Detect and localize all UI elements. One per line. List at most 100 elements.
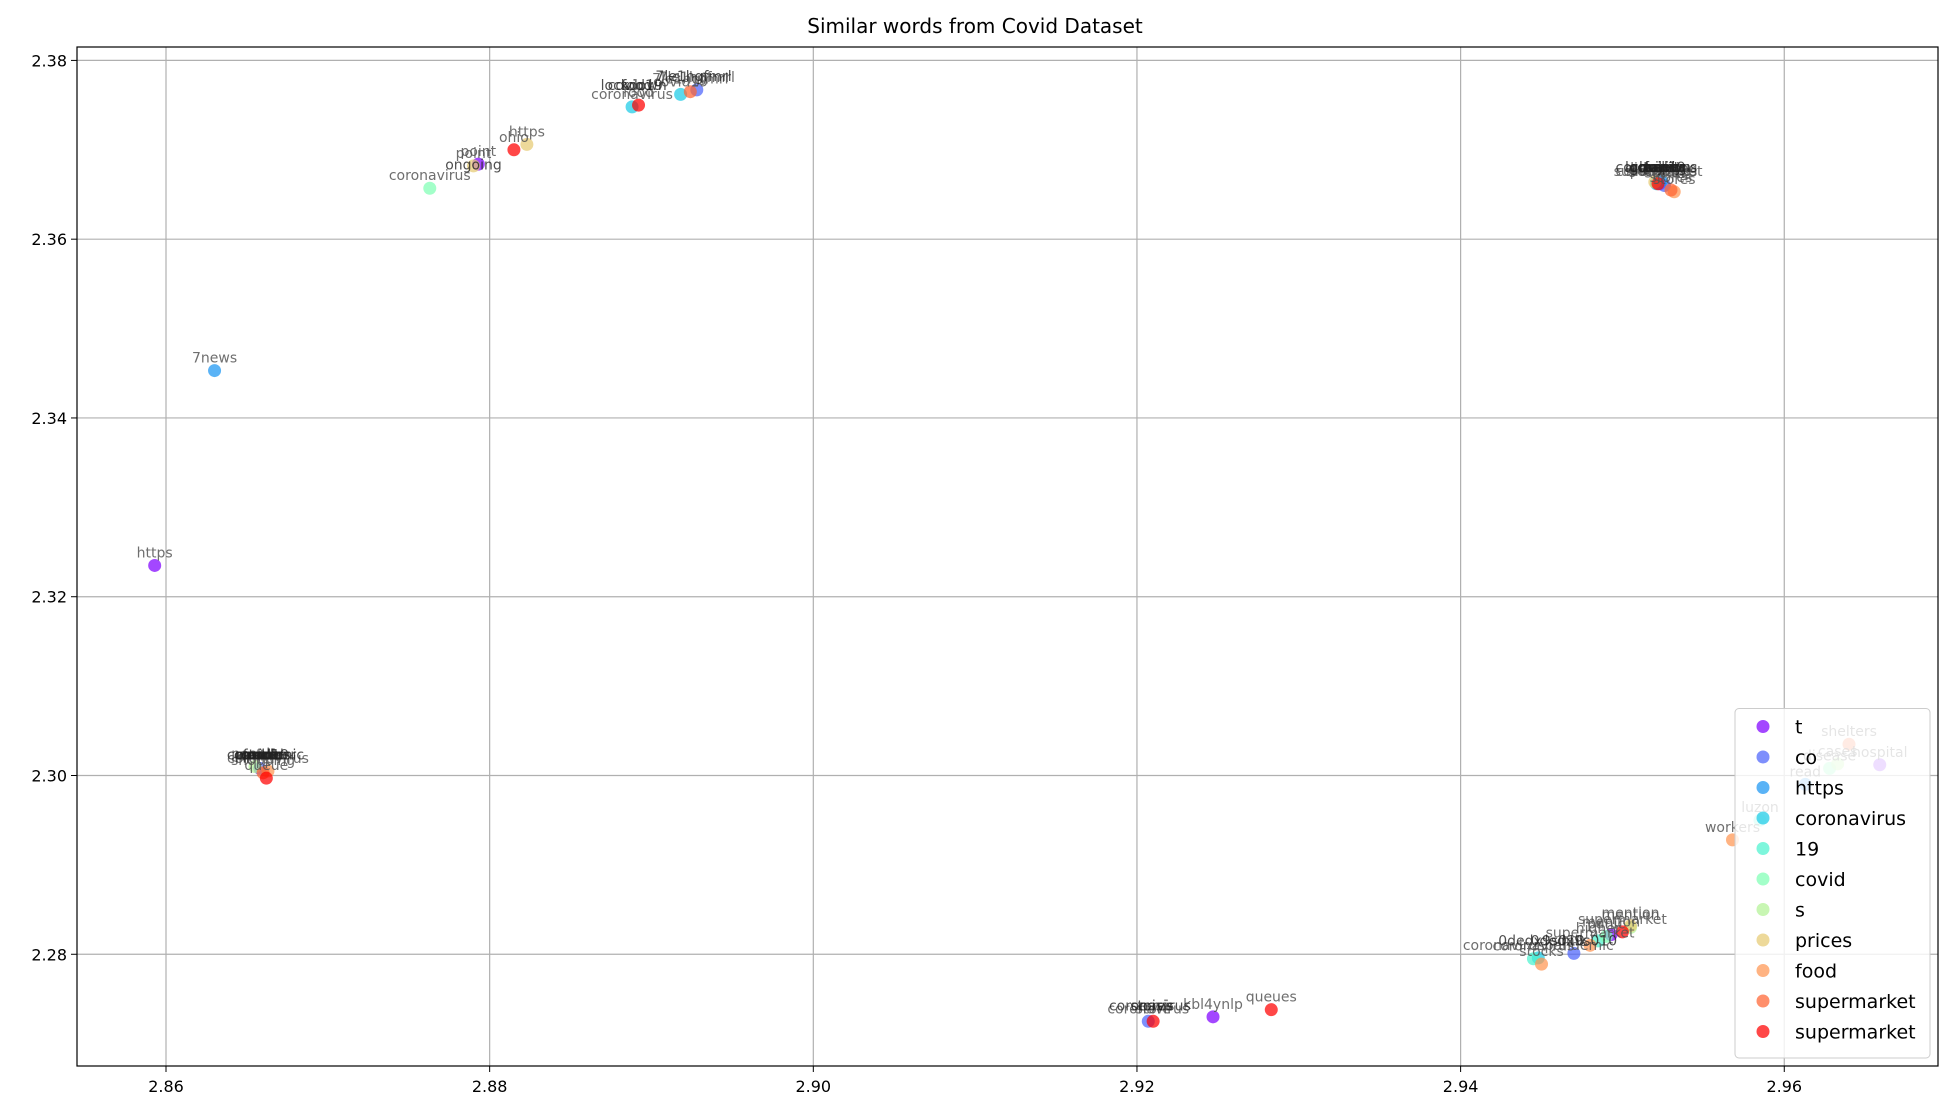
point-label: ongoing — [445, 158, 502, 174]
data-point — [1264, 1003, 1278, 1017]
legend: t co https coronavirus 19 covid s prices food sup… — [1734, 708, 1931, 1059]
legend-box — [1734, 708, 1931, 1059]
legend-label: supermarket — [1795, 1022, 1916, 1044]
point-label: store — [1135, 1001, 1170, 1017]
point-label: mention — [1602, 907, 1660, 923]
legend-marker — [1756, 933, 1770, 947]
data-point — [507, 143, 521, 157]
y-tick-label: 2.34 — [31, 409, 67, 428]
legend-label: food — [1795, 961, 1837, 983]
point-label: coronavirus — [1616, 160, 1698, 176]
point-label: coronavirus — [1493, 939, 1575, 955]
point-label: stock — [241, 747, 279, 763]
x-tick-label: 2.86 — [148, 1077, 184, 1096]
point-label: stores — [1650, 170, 1693, 186]
point-label: 7le1hgfmrl — [652, 72, 728, 88]
data-point — [1583, 938, 1597, 952]
legend-marker — [1756, 842, 1770, 855]
data-point — [1206, 1010, 1220, 1024]
point-label: paper — [1644, 160, 1685, 176]
legend-label: s — [1795, 900, 1805, 922]
point-label: ohio — [499, 130, 529, 146]
data-point — [208, 364, 222, 378]
y-tick-label: 2.28 — [31, 945, 67, 964]
data-point — [1567, 946, 1581, 960]
point-label: people — [231, 747, 278, 763]
point-label: panic — [1587, 916, 1625, 932]
legend-marker — [1756, 720, 1770, 733]
point-label: consumer — [227, 747, 297, 763]
point-label: price — [242, 747, 277, 763]
point-label: social — [1645, 166, 1685, 182]
plot-frame — [76, 46, 1939, 1067]
data-point — [1599, 929, 1613, 943]
point-label: coronavirus — [591, 87, 673, 103]
data-point — [1615, 925, 1629, 939]
point-label: coronavirus — [1109, 999, 1191, 1015]
point-label: supermarket — [1578, 912, 1667, 928]
chart-title: Similar words from Covid Dataset — [807, 14, 1143, 38]
data-point — [1535, 957, 1549, 971]
x-tick-label: 2.94 — [1443, 1077, 1479, 1096]
legend-label: co — [1795, 747, 1817, 769]
point-label: coronavirus — [1107, 1001, 1189, 1017]
point-label: toilet — [1643, 160, 1679, 176]
point-label: pandemic — [235, 747, 304, 763]
x-tick-label: 2.96 — [1766, 1077, 1802, 1096]
point-label: distancing — [1625, 161, 1697, 177]
labels-layer: httpspointkbl4ynlpmentionhospitalshoppin… — [137, 69, 1908, 1017]
point-label: https — [137, 545, 173, 561]
point-label: https — [509, 124, 545, 140]
point-label: stocks — [1519, 944, 1563, 960]
point-label: panic — [1642, 160, 1680, 176]
point-label: food — [623, 85, 654, 101]
x-tick-label: 2.92 — [1119, 1077, 1155, 1096]
point-label: coronaviruspandemic — [1463, 938, 1614, 954]
legend-label: 19 — [1795, 839, 1819, 861]
ticks-layer: 2.86 2.88 2.90 2.92 2.94 2.96 2.28 2.30 2.32 2.34… — [31, 51, 1802, 1096]
point-label: grocery — [1630, 160, 1683, 176]
y-tick-label: 2.36 — [31, 230, 67, 249]
data-point — [1651, 177, 1665, 191]
legend-label: t — [1795, 717, 1802, 739]
point-label: crisis — [1138, 999, 1174, 1015]
point-label: food — [243, 747, 274, 763]
point-label: stores — [1653, 172, 1696, 188]
point-label: 7le1hgfmrl — [655, 69, 731, 85]
point-label: lockdown — [601, 78, 667, 94]
point-label: mention — [1582, 915, 1640, 931]
y-tick-label: 2.32 — [31, 588, 67, 607]
legend-label: https — [1795, 778, 1844, 800]
point-label: more — [247, 747, 283, 763]
legend-marker — [1756, 994, 1770, 1008]
point-label: queues — [1246, 990, 1297, 1006]
y-tick-label: 2.38 — [31, 51, 67, 70]
point-label: queue — [244, 758, 288, 774]
legend-label: prices — [1795, 930, 1852, 952]
legend-marker — [1756, 1025, 1770, 1038]
legend-marker — [1756, 811, 1770, 825]
point-label: 0dedx9s010 — [1498, 933, 1585, 949]
point-label: supermarket — [1546, 925, 1635, 941]
point-label: coronavirus — [389, 168, 471, 184]
point-label: point — [460, 144, 496, 160]
legend-label: covid — [1795, 869, 1846, 891]
data-point — [520, 137, 534, 151]
point-label: 0dedx9s010 — [1531, 933, 1618, 949]
data-point — [259, 771, 273, 785]
x-tick-label: 2.90 — [795, 1077, 831, 1096]
point-label: grocery — [1628, 162, 1681, 178]
frame-layer — [76, 46, 1939, 1067]
point-label: food — [621, 78, 652, 94]
point-label: mention — [1602, 906, 1660, 922]
point-label: food — [1644, 160, 1675, 176]
legend-label: coronavirus — [1795, 808, 1906, 830]
point-label: online — [239, 748, 282, 764]
legend-label: supermarket — [1795, 991, 1916, 1013]
point-label: covid19 — [653, 74, 708, 90]
y-tick-label: 2.30 — [31, 766, 67, 785]
point-label: panic — [246, 747, 284, 763]
point-label: amid — [249, 747, 284, 763]
x-tick-label: 2.88 — [472, 1077, 508, 1096]
